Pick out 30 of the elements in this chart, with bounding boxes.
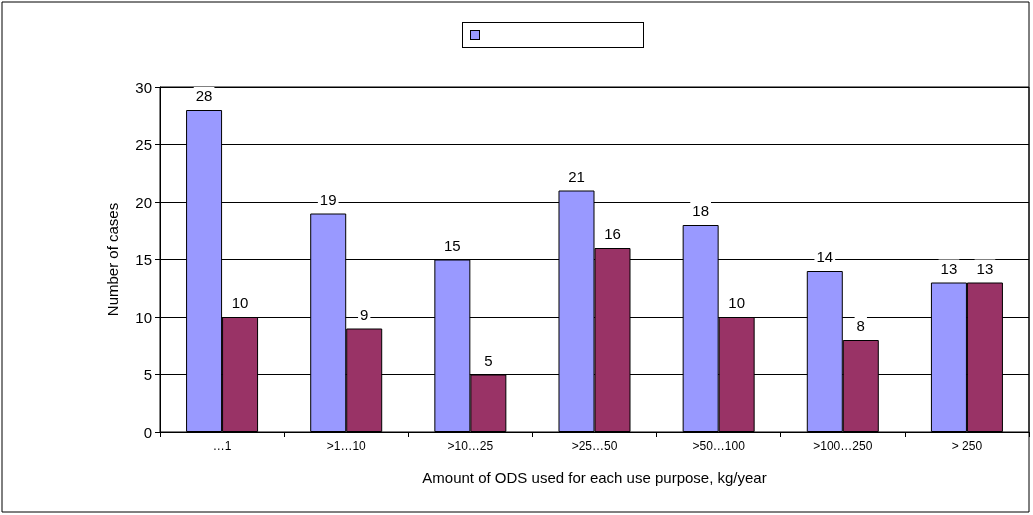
y-tick-label: 10 — [135, 308, 152, 326]
data-label: 13 — [976, 259, 994, 277]
data-label: 9 — [360, 305, 369, 323]
data-label: 18 — [692, 202, 709, 219]
data-label: 14 — [816, 248, 834, 265]
data-label: 16 — [604, 225, 621, 242]
data-label: 8 — [856, 317, 865, 334]
y-tick-label: 20 — [135, 193, 152, 211]
y-tick-label: 25 — [135, 136, 152, 153]
data-label: 13 — [940, 259, 958, 277]
data-label: 15 — [444, 236, 461, 254]
data-label: 5 — [484, 351, 493, 369]
x-tick-label: …1 — [212, 439, 232, 453]
data-label: 21 — [568, 167, 585, 185]
y-tick-label: 0 — [143, 423, 152, 441]
x-tick-label: >25…50 — [571, 439, 618, 453]
data-label: 10 — [231, 294, 249, 311]
y-axis-title: Number of cases — [104, 202, 121, 317]
x-axis-title: Amount of ODS used for each use purpose, kg/year — [422, 469, 767, 486]
y-tick-label: 5 — [143, 366, 152, 383]
x-tick-label: >100…250 — [813, 439, 873, 453]
data-label: 28 — [195, 87, 213, 104]
x-tick-label: > 250 — [951, 439, 983, 453]
x-tick-label: >1…10 — [326, 439, 367, 453]
data-label: 19 — [319, 190, 337, 208]
y-tick-label: 30 — [135, 78, 152, 96]
y-tick-label: 15 — [135, 251, 152, 268]
x-tick-label: >10…25 — [447, 439, 494, 453]
x-tick-label: >50…100 — [692, 439, 746, 453]
data-label: 10 — [728, 294, 745, 311]
